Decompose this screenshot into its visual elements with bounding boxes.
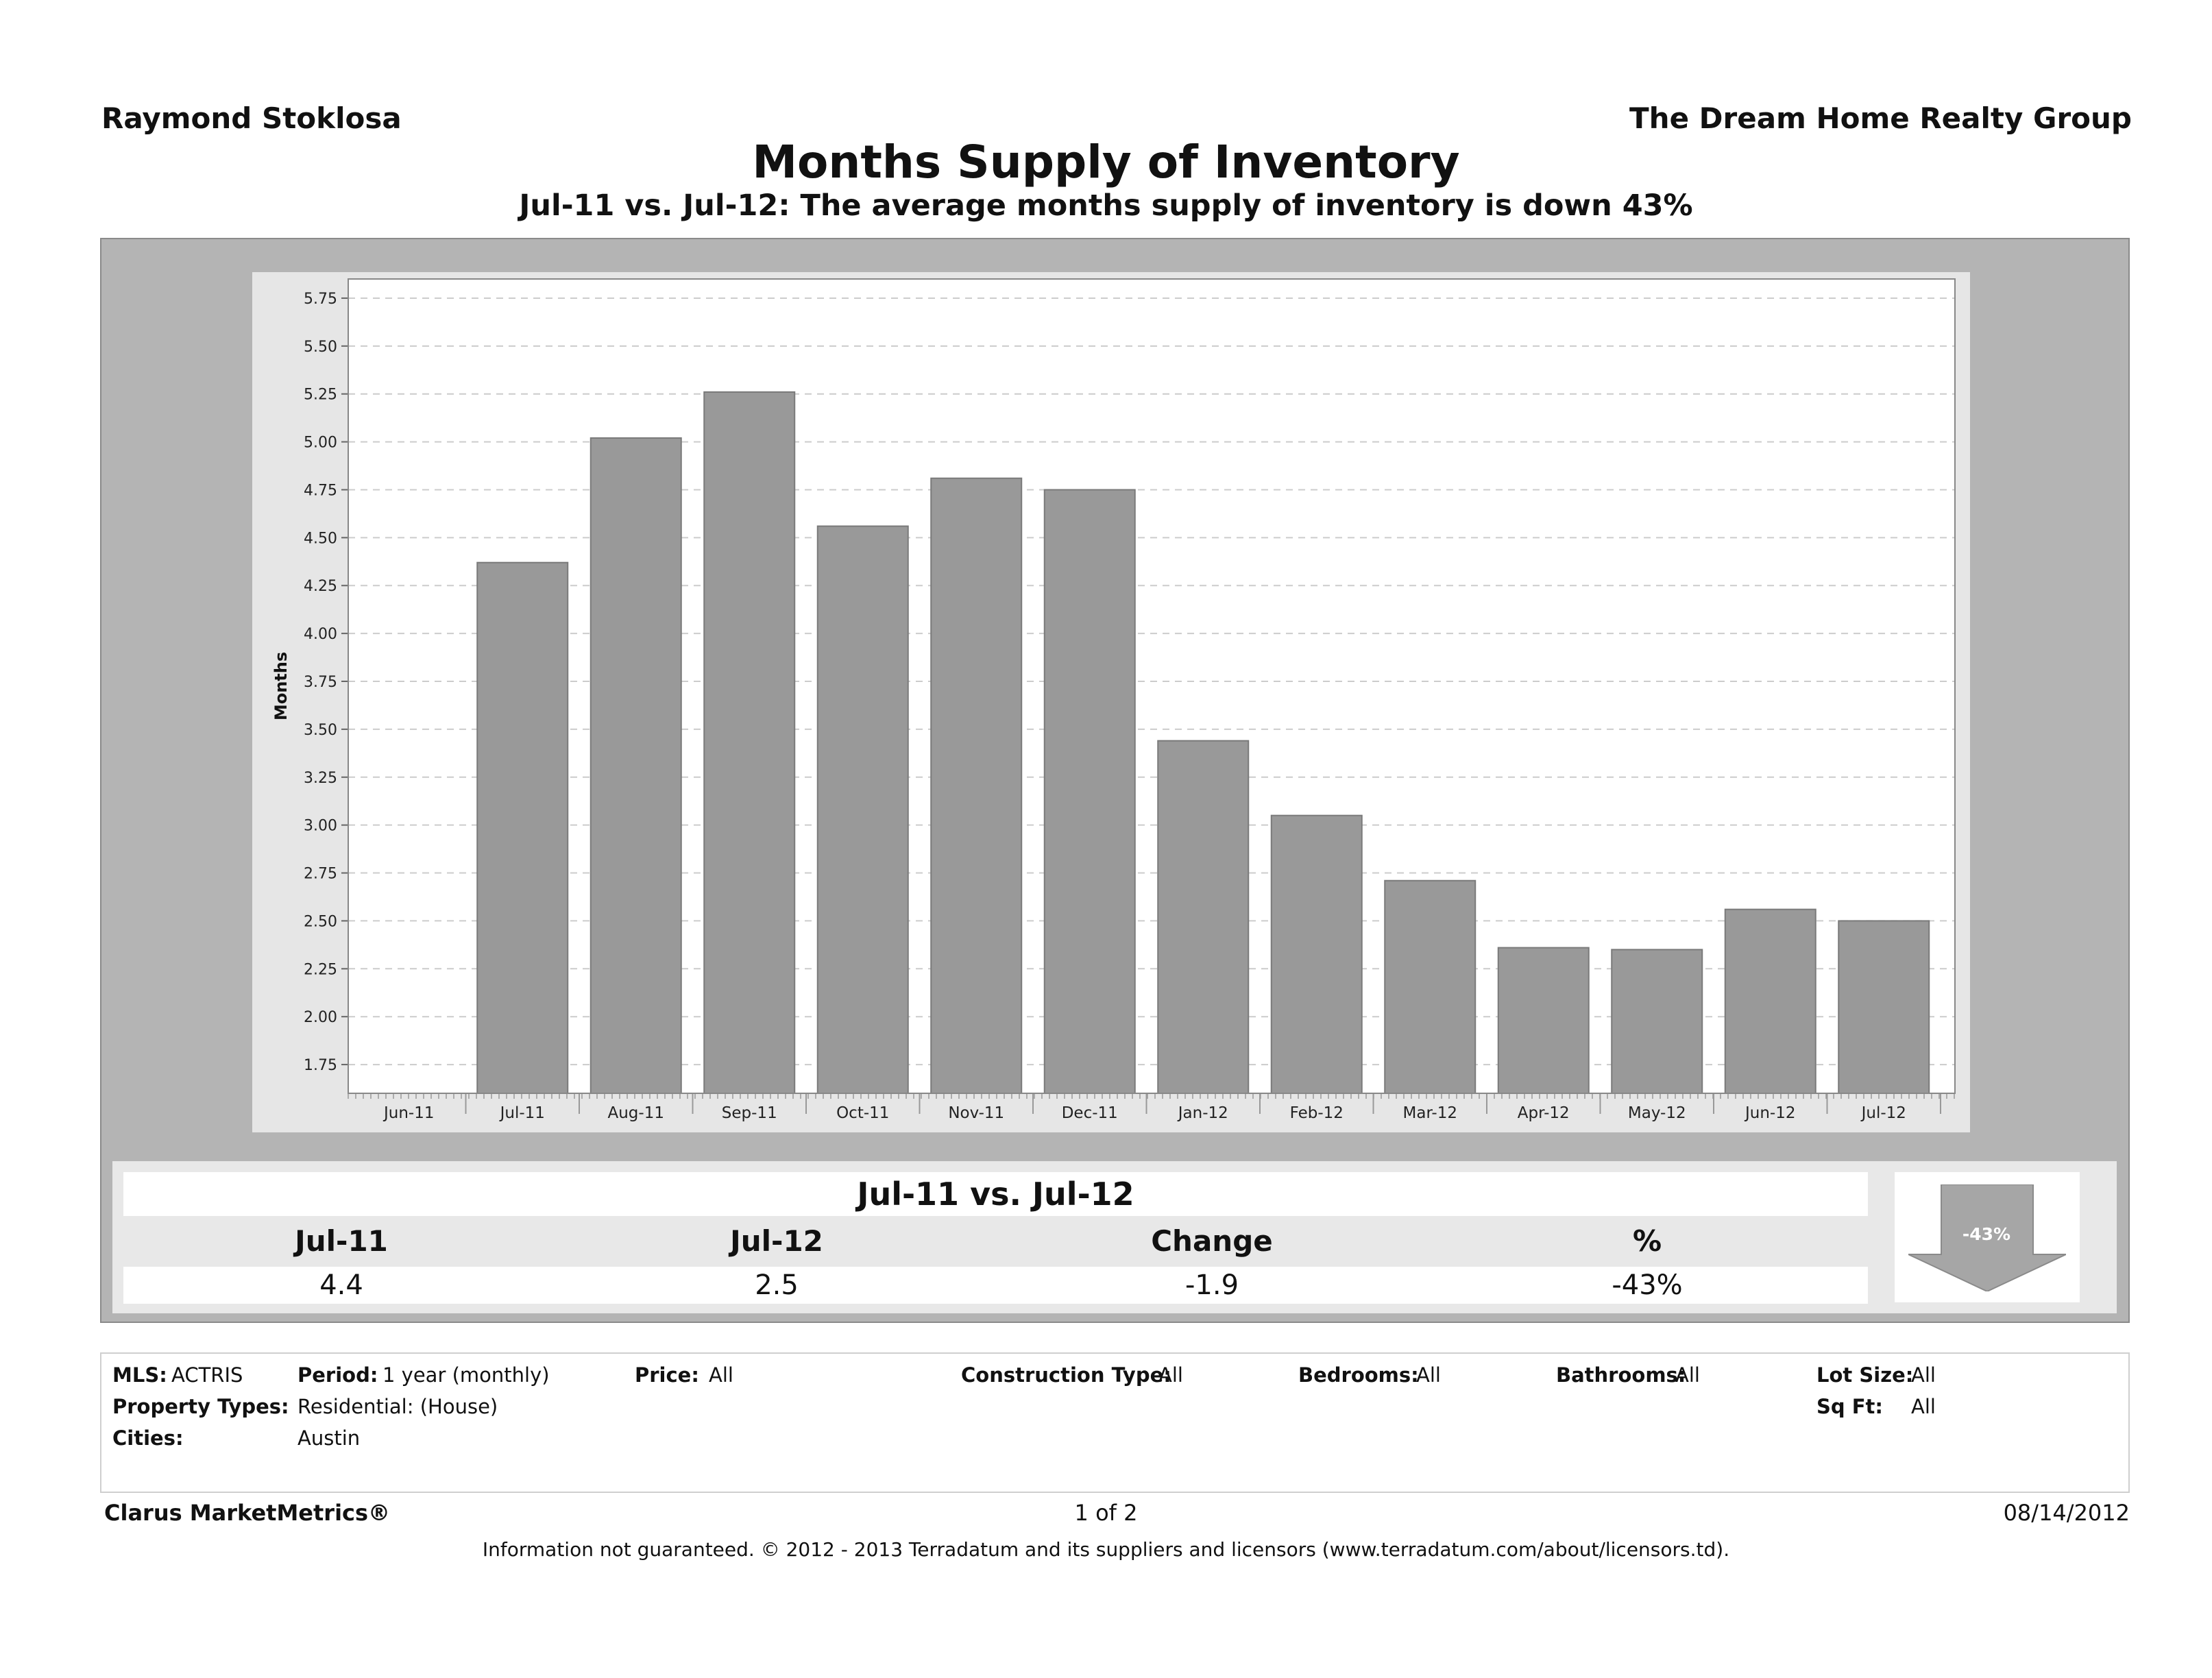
- y-tick-label: 3.00: [304, 818, 337, 835]
- y-tick-label: 5.75: [304, 291, 337, 308]
- bar: [476, 561, 569, 1094]
- cities-label: Cities:: [112, 1426, 184, 1450]
- x-tick-label: Dec-11: [1062, 1104, 1118, 1122]
- y-tick-label: 4.50: [304, 530, 337, 547]
- comparison-header-change: Change: [1151, 1224, 1273, 1258]
- period-label: Period:: [297, 1363, 378, 1387]
- footer-brand: Clarus MarketMetrics®: [104, 1500, 391, 1526]
- x-tick-label: Jul-12: [1860, 1104, 1906, 1122]
- x-tick-label: Jul-11: [499, 1104, 545, 1122]
- bar: [703, 391, 796, 1094]
- bar: [1724, 908, 1816, 1095]
- y-tick-label: 2.25: [304, 961, 337, 978]
- bar-chart: 1.75 2.00 2.25 2.50 2.75 3.00 3.25 3.50 3.75 4.00…: [271, 278, 1956, 1122]
- comparison-header-end: Jul-12: [730, 1224, 823, 1258]
- comparison-header-percent: %: [1632, 1224, 1662, 1258]
- mls-label: MLS:: [112, 1363, 167, 1387]
- y-tick-label: 4.25: [304, 578, 337, 595]
- comparison-value-percent: -43%: [1612, 1269, 1683, 1301]
- x-tick-label: Sep-11: [722, 1104, 777, 1122]
- x-tick-label: Jun-12: [1744, 1104, 1796, 1122]
- down-arrow-icon: [1908, 1184, 2066, 1291]
- page-title: Months Supply of Inventory: [752, 136, 1460, 189]
- y-tick-label: 2.75: [304, 866, 337, 883]
- y-tick-label: 2.50: [304, 913, 337, 930]
- y-tick-label: 3.50: [304, 722, 337, 739]
- bar: [1611, 949, 1703, 1095]
- price-label: Price:: [635, 1363, 699, 1387]
- x-tick-label: Jun-11: [382, 1104, 435, 1122]
- y-tick-label: 5.00: [304, 435, 337, 452]
- bar: [816, 525, 909, 1094]
- page-number: 1 of 2: [1074, 1500, 1138, 1526]
- bar: [1043, 489, 1136, 1094]
- y-tick-label: 4.75: [304, 482, 337, 499]
- x-tick-label: Apr-12: [1518, 1104, 1570, 1122]
- comparison-title: Jul-11 vs. Jul-12: [857, 1176, 1134, 1213]
- bar: [1270, 814, 1363, 1095]
- construction-value: All: [1158, 1363, 1183, 1387]
- company-name: The Dream Home Realty Group: [1629, 101, 2132, 135]
- y-tick-label: 4.00: [304, 626, 337, 643]
- x-tick-label: Jan-12: [1177, 1104, 1228, 1122]
- construction-label: Construction Type:: [961, 1363, 1171, 1387]
- property-types-label: Property Types:: [112, 1395, 289, 1418]
- x-tick-label: Aug-11: [608, 1104, 664, 1122]
- comparison-value-change: -1.9: [1184, 1269, 1239, 1301]
- bar: [1838, 920, 1930, 1094]
- comparison-value-end: 2.5: [755, 1269, 799, 1301]
- x-tick-label: Oct-11: [836, 1104, 889, 1122]
- bar: [1497, 947, 1590, 1094]
- y-tick-label: 1.75: [304, 1057, 337, 1074]
- comparison-values-bar: [123, 1267, 1868, 1304]
- comparison-title-bar: [123, 1172, 1868, 1216]
- change-badge-label: -43%: [1962, 1224, 2011, 1244]
- sq-ft-label: Sq Ft:: [1816, 1395, 1884, 1418]
- bedrooms-value: All: [1416, 1363, 1441, 1387]
- x-tick-label: Feb-12: [1290, 1104, 1344, 1122]
- comparison-header-start: Jul-11: [295, 1224, 388, 1258]
- bedrooms-label: Bedrooms:: [1298, 1363, 1419, 1387]
- filter-criteria: MLS: ACTRIS Period: 1 year (monthly) Pri…: [100, 1352, 2130, 1493]
- x-tick-label: Mar-12: [1403, 1104, 1458, 1122]
- property-types-value: Residential: (House): [297, 1395, 498, 1418]
- bar: [1384, 879, 1476, 1094]
- lot-size-value: All: [1911, 1363, 1936, 1387]
- period-value: 1 year (monthly): [382, 1363, 550, 1387]
- bar: [1157, 740, 1250, 1094]
- bar: [930, 477, 1023, 1095]
- plot-frame: [348, 278, 1956, 1094]
- x-tick-label: Nov-11: [948, 1104, 1004, 1122]
- y-tick-label: 3.25: [304, 770, 337, 787]
- disclaimer: Information not guaranteed. © 2012 - 201…: [482, 1538, 1730, 1561]
- sq-ft-value: All: [1911, 1395, 1936, 1418]
- bar: [590, 437, 682, 1095]
- plot-area: [348, 279, 1955, 1093]
- cities-value: Austin: [297, 1426, 361, 1450]
- price-value: All: [709, 1363, 733, 1387]
- y-tick-label: 2.00: [304, 1009, 337, 1026]
- y-tick-label: 5.25: [304, 387, 337, 404]
- agent-name: Raymond Stoklosa: [101, 101, 402, 135]
- report-date: 08/14/2012: [2003, 1500, 2130, 1526]
- lot-size-label: Lot Size:: [1816, 1363, 1914, 1387]
- y-tick-label: 3.75: [304, 674, 337, 691]
- page-subtitle: Jul-11 vs. Jul-12: The average months su…: [519, 189, 1693, 223]
- y-tick-label: 5.50: [304, 339, 337, 356]
- bathrooms-value: All: [1675, 1363, 1700, 1387]
- x-tick-label: May-12: [1628, 1104, 1686, 1122]
- comparison-value-start: 4.4: [319, 1269, 363, 1301]
- bathrooms-label: Bathrooms:: [1556, 1363, 1686, 1387]
- y-axis-label: Months: [271, 652, 291, 720]
- mls-value: ACTRIS: [171, 1363, 243, 1387]
